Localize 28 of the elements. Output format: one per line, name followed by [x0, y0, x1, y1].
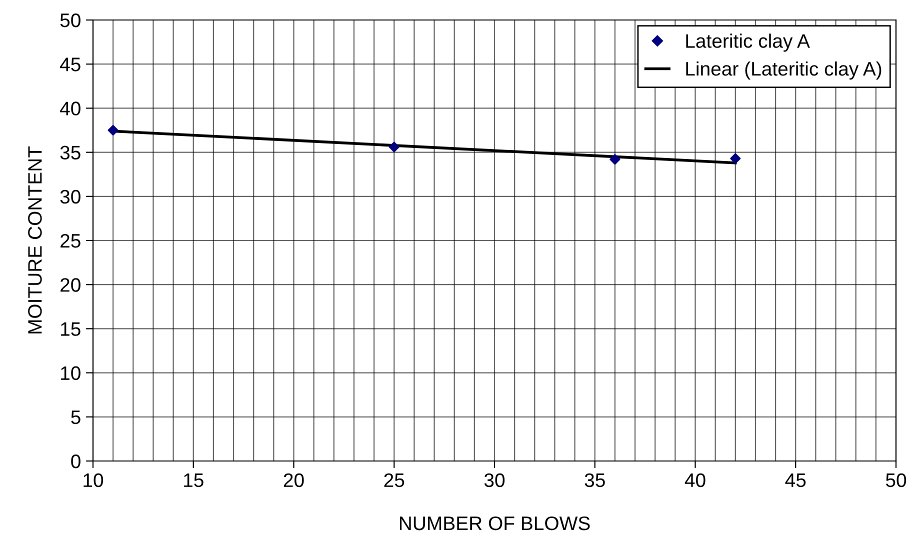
x-tick-label: 20	[284, 473, 304, 488]
x-tick-label: 40	[684, 473, 706, 488]
x-tick-label: 25	[384, 473, 404, 488]
y-tick-label: 45	[60, 58, 80, 72]
x-tick-label: 35	[584, 473, 605, 488]
point	[108, 124, 118, 136]
legend-label: Linear (Lateritic clay A)	[686, 61, 882, 80]
y-tick-label: 5	[71, 410, 80, 424]
point	[730, 153, 741, 164]
x-tick-label: 15	[184, 474, 204, 488]
x-tick-label: 30	[484, 473, 505, 488]
legend-label: Lateritic clay A	[686, 34, 810, 52]
y-axis-title: MOITURE CONTENT	[28, 146, 42, 334]
y-tick-label: 25	[60, 234, 80, 248]
point	[610, 154, 620, 165]
x-tick-label: 45	[785, 474, 806, 488]
point	[388, 142, 400, 152]
y-tick-label: 10	[61, 366, 80, 380]
y-tick-label: 15	[61, 322, 80, 336]
x-axis-title: NUMBER OF BLOWS	[400, 516, 590, 530]
x-tick-label: 10	[84, 473, 104, 488]
y-tick-label: 30	[60, 190, 80, 204]
y-tick-label: 20	[60, 278, 80, 292]
y-tick-label: 40	[60, 102, 80, 116]
y-tick-label: 0	[71, 454, 80, 468]
x-tick-label: 50	[886, 473, 906, 488]
y-tick-label: 50	[60, 13, 80, 28]
y-tick-label: 35	[60, 146, 80, 160]
